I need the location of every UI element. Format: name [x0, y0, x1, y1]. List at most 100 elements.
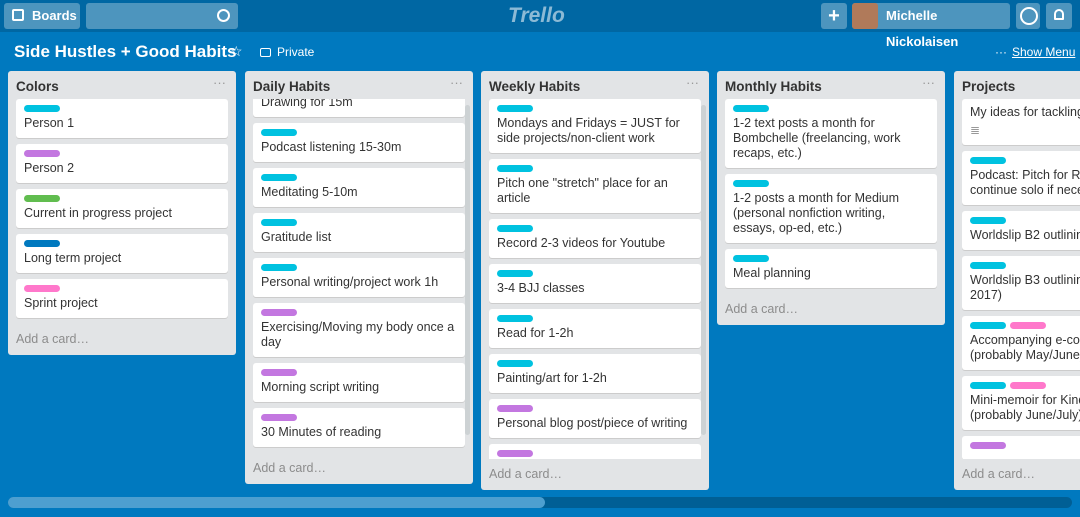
- card[interactable]: Podcast: Pitch for Ra continue solo if n…: [962, 151, 1080, 205]
- label-row: [733, 105, 929, 116]
- list-menu[interactable]: ···: [922, 75, 935, 90]
- card[interactable]: 1-2 posts a month for Medium (personal n…: [725, 174, 937, 243]
- card-label: [24, 240, 60, 247]
- card[interactable]: Pitch one "stretch" place for an article: [489, 159, 701, 213]
- user-button[interactable]: Michelle Nickolaisen: [852, 3, 1010, 49]
- card-text: Personal writing/project work 1h: [261, 275, 439, 289]
- card[interactable]: Exercising/Moving my body once a day: [253, 303, 465, 357]
- label-row: [970, 382, 1080, 393]
- card-label: [261, 264, 297, 271]
- card-text: Read for 1-2h: [497, 326, 574, 340]
- notifications-button[interactable]: [1046, 3, 1072, 29]
- card-area: My ideas for tackling ≣ Podcast: Pitch for…: [954, 99, 1080, 459]
- card-label: [970, 322, 1006, 329]
- label-row: [970, 262, 1080, 273]
- label-row: [970, 157, 1080, 168]
- list-scrollbar: [465, 105, 470, 435]
- card-text: Long term project: [24, 251, 122, 265]
- card[interactable]: Current in progress project: [16, 189, 228, 228]
- card[interactable]: Meal planning: [725, 249, 937, 288]
- label-row: [24, 195, 220, 206]
- card[interactable]: 30 Minutes of reading: [253, 408, 465, 447]
- list: Colors ··· Person 1 Person 2 Current in prog…: [8, 71, 236, 355]
- card[interactable]: Worldslip B3 outlinin 2017): [962, 256, 1080, 310]
- card-text: Painting/art for 1-2h: [497, 371, 607, 385]
- label-row: [497, 450, 693, 459]
- card-label: [970, 382, 1006, 389]
- logo: Trello: [508, 4, 565, 27]
- label-row: [970, 442, 1080, 453]
- card[interactable]: Read for 1-2h: [489, 309, 701, 348]
- card-area: Person 1 Person 2 Current in progress proj…: [8, 99, 236, 324]
- card-text: Pitch one "stretch" place for an article: [497, 176, 668, 205]
- add-button[interactable]: +: [821, 3, 847, 29]
- card-label: [261, 369, 297, 376]
- card-label: [261, 174, 297, 181]
- label-row: [24, 150, 220, 161]
- card[interactable]: [489, 444, 701, 459]
- card[interactable]: [962, 436, 1080, 459]
- add-card[interactable]: Add a card…: [253, 461, 326, 475]
- list-menu[interactable]: ···: [686, 75, 699, 90]
- label-row: [261, 219, 457, 230]
- card[interactable]: Person 2: [16, 144, 228, 183]
- avatar: [852, 3, 878, 29]
- card[interactable]: Painting/art for 1-2h: [489, 354, 701, 393]
- star-icon[interactable]: ☆: [230, 43, 243, 59]
- add-card[interactable]: Add a card…: [725, 302, 798, 316]
- card-label: [497, 270, 533, 277]
- card-label: [970, 217, 1006, 224]
- add-card[interactable]: Add a card…: [16, 332, 89, 346]
- card-label: [733, 105, 769, 112]
- card-text: Worldslip B3 outlinin 2017): [970, 273, 1080, 302]
- card[interactable]: 3-4 BJJ classes: [489, 264, 701, 303]
- card[interactable]: Mondays and Fridays = JUST for side proj…: [489, 99, 701, 153]
- info-button[interactable]: [1016, 3, 1040, 29]
- show-menu[interactable]: Show Menu: [1012, 45, 1076, 59]
- card-area: 1-2 text posts a month for Bombchelle (f…: [717, 99, 945, 294]
- card-area: Drawing for 15m Podcast listening 15-30m M…: [245, 99, 473, 453]
- card[interactable]: Gratitude list: [253, 213, 465, 252]
- list-name: Daily Habits: [253, 79, 331, 94]
- card[interactable]: My ideas for tackling ≣: [962, 99, 1080, 145]
- card-text: Sprint project: [24, 296, 98, 310]
- card-text: Morning script writing: [261, 380, 380, 394]
- card-area: Mondays and Fridays = JUST for side proj…: [481, 99, 709, 459]
- scroll-thumb: [8, 497, 545, 508]
- card[interactable]: Accompanying e-cou (probably May/June): [962, 316, 1080, 370]
- card[interactable]: Long term project: [16, 234, 228, 273]
- add-card[interactable]: Add a card…: [962, 467, 1035, 481]
- card[interactable]: Personal blog post/piece of writing: [489, 399, 701, 438]
- list-menu[interactable]: ···: [213, 75, 226, 90]
- card-text: Meal planning: [733, 266, 811, 280]
- card[interactable]: 1-2 text posts a month for Bombchelle (f…: [725, 99, 937, 168]
- card[interactable]: Drawing for 15m: [253, 99, 465, 117]
- label-row: [261, 414, 457, 425]
- card[interactable]: Morning script writing: [253, 363, 465, 402]
- card[interactable]: Worldslip B2 outlinin: [962, 211, 1080, 250]
- list: Weekly Habits ··· Mondays and Fridays = JU…: [481, 71, 709, 490]
- card[interactable]: Sprint project: [16, 279, 228, 318]
- label-row: [24, 240, 220, 251]
- card-label: [497, 315, 533, 322]
- card[interactable]: Personal writing/project work 1h: [253, 258, 465, 297]
- card-label: [497, 105, 533, 112]
- search-box[interactable]: [86, 3, 238, 29]
- list: Projects···My ideas for tackling≣Podcast…: [954, 71, 1080, 490]
- card-text: Person 1: [24, 116, 75, 130]
- visibility[interactable]: Private: [277, 45, 315, 59]
- card-text: 1-2 posts a month for Medium (personal n…: [733, 191, 900, 235]
- card[interactable]: Mini-memoir for Kind (probably June/July…: [962, 376, 1080, 430]
- card-text: 3-4 BJJ classes: [497, 281, 585, 295]
- card[interactable]: Person 1: [16, 99, 228, 138]
- add-card[interactable]: Add a card…: [489, 467, 562, 481]
- list-name: Projects: [962, 79, 1016, 94]
- boards-button[interactable]: Boards: [4, 3, 80, 29]
- card[interactable]: Podcast listening 15-30m: [253, 123, 465, 162]
- list-name: Monthly Habits: [725, 79, 822, 94]
- card[interactable]: Meditating 5-10m: [253, 168, 465, 207]
- card-text: Gratitude list: [261, 230, 332, 244]
- list-menu[interactable]: ···: [450, 75, 463, 90]
- description-icon: ≣: [970, 123, 981, 137]
- card[interactable]: Record 2-3 videos for Youtube: [489, 219, 701, 258]
